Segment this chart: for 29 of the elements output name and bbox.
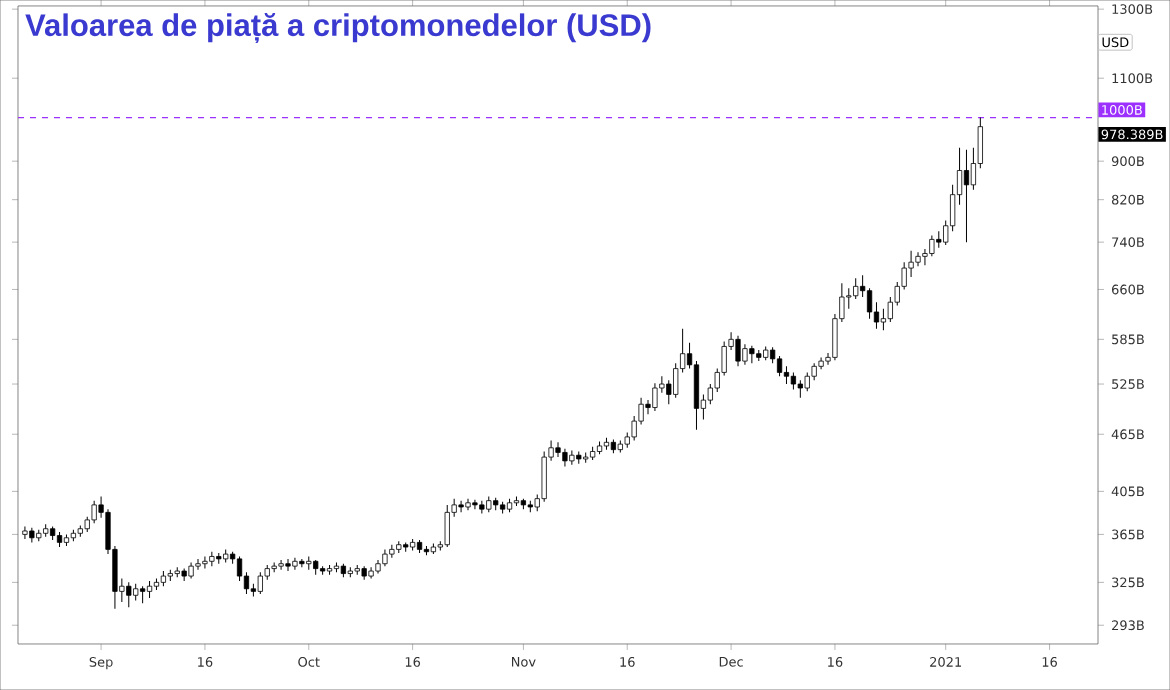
candlestick [257, 571, 263, 595]
candlestick [91, 500, 97, 524]
candlestick [742, 343, 748, 366]
candlestick [853, 277, 859, 300]
candlestick [866, 287, 873, 320]
candlestick [368, 566, 374, 580]
candlestick [285, 558, 291, 572]
candlestick [735, 335, 741, 367]
candlestick [202, 555, 208, 570]
candlestick [804, 371, 810, 392]
candlestick [880, 308, 887, 331]
candlestick [693, 360, 700, 431]
candlestick [236, 555, 243, 582]
candlestick [963, 149, 970, 243]
candlestick [929, 235, 935, 257]
candlestick [22, 526, 28, 540]
candlestick [479, 500, 485, 514]
candlestick [569, 450, 575, 466]
candlestick [389, 544, 395, 559]
candlestick [292, 557, 298, 571]
candlestick [458, 500, 464, 513]
candlestick [749, 345, 755, 364]
chart-title: Valoarea de piață a criptomonedelor (USD) [25, 13, 651, 44]
candlestick [776, 355, 783, 377]
candlestick [278, 559, 284, 571]
candlestick [195, 558, 201, 571]
candlestick [652, 382, 658, 412]
candlestick [444, 504, 450, 548]
candlestick [126, 581, 132, 608]
